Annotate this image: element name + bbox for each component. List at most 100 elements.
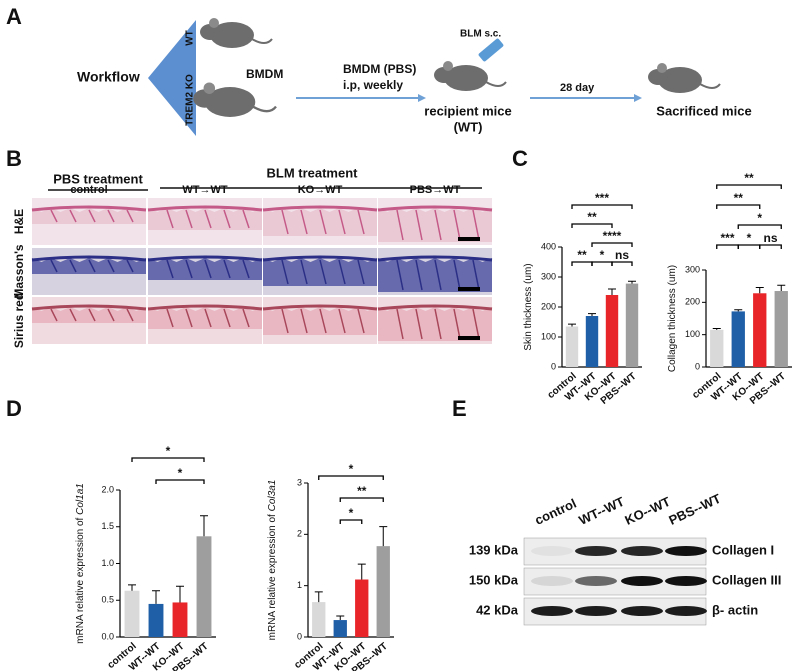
follicle xyxy=(50,308,58,322)
band xyxy=(665,606,707,616)
follicle xyxy=(166,259,174,279)
significance-bracket xyxy=(716,184,782,189)
error-bar xyxy=(200,515,208,537)
follicle xyxy=(107,259,115,273)
significance-bracket xyxy=(571,223,613,228)
error-bar xyxy=(588,313,596,316)
y-label-text: Collagen thickness (um) xyxy=(667,265,678,372)
significance-label: *** xyxy=(720,231,734,245)
significance-label: * xyxy=(600,248,605,262)
follicle xyxy=(50,209,58,223)
follicle xyxy=(185,308,193,328)
follicle xyxy=(185,209,193,229)
epidermis xyxy=(31,255,147,262)
follicle xyxy=(88,259,96,273)
significance-bracket xyxy=(339,497,384,502)
ko-label: TREM2 KO xyxy=(185,74,196,126)
follicle xyxy=(472,308,480,340)
follicle xyxy=(223,259,231,279)
follicle xyxy=(338,209,346,235)
significance-label: ns xyxy=(615,248,629,262)
y-tick-label: 1.0 xyxy=(101,558,114,568)
epidermis xyxy=(377,255,493,262)
epidermis xyxy=(262,304,378,311)
bar xyxy=(355,579,369,637)
follicle xyxy=(242,259,250,279)
follicle xyxy=(242,209,250,229)
follicle xyxy=(166,308,174,328)
band xyxy=(621,546,663,556)
follicle xyxy=(319,259,327,285)
follicle xyxy=(319,308,327,334)
mouse xyxy=(648,63,721,93)
mouse-body xyxy=(210,22,254,48)
follicle xyxy=(415,259,423,291)
significance-bracket xyxy=(131,457,205,462)
follicle xyxy=(338,259,346,285)
significance-bracket xyxy=(737,224,782,229)
significance-label: * xyxy=(349,506,354,520)
error-bar xyxy=(336,615,345,621)
band xyxy=(531,576,573,586)
mouse xyxy=(434,61,507,91)
follicle xyxy=(357,308,365,334)
mouse-head xyxy=(434,67,454,83)
y-label-text: mRNA relative expression of xyxy=(267,511,278,640)
error-bar xyxy=(628,280,636,284)
band xyxy=(575,576,617,586)
significance-label: **** xyxy=(603,229,622,243)
y-label-text: Skin thickness (um) xyxy=(523,263,534,350)
epidermis xyxy=(147,304,263,311)
bmdm-label: BMDM xyxy=(246,67,283,81)
error-bar xyxy=(314,591,323,603)
mouse-ear xyxy=(443,61,453,71)
follicle xyxy=(434,308,442,340)
follicle xyxy=(434,259,442,291)
mouse-body xyxy=(658,67,702,93)
panel-letter: E xyxy=(452,396,467,421)
days-label: 28 day xyxy=(560,82,595,94)
mouse-head xyxy=(193,89,217,108)
blm-treatment: BLM treatment xyxy=(266,165,358,180)
follicle xyxy=(453,308,461,340)
recipient-wt-label: (WT) xyxy=(454,119,483,134)
mouse-tail xyxy=(251,38,273,44)
epidermis xyxy=(262,205,378,212)
mouse-head xyxy=(200,24,220,40)
y-tick-label: 2.0 xyxy=(101,484,114,494)
bar xyxy=(731,311,745,367)
row-label: H&E xyxy=(12,209,26,234)
lane-label: WT--WT xyxy=(576,494,626,528)
bar xyxy=(333,620,347,637)
y-axis-label: mRNA relative expression of Col3a1 xyxy=(267,480,278,641)
y-tick-label: 2 xyxy=(297,529,302,539)
tissue xyxy=(378,208,492,242)
band xyxy=(575,606,617,616)
significance-bracket xyxy=(716,244,739,249)
follicle xyxy=(166,209,174,229)
kda-label: 150 kDa xyxy=(469,572,519,587)
follicle xyxy=(242,308,250,328)
bar xyxy=(710,329,724,367)
y-label-text: mRNA relative expression of xyxy=(75,515,86,644)
follicle xyxy=(107,209,115,223)
epidermis xyxy=(262,255,378,262)
tissue xyxy=(378,258,492,292)
significance-label: ** xyxy=(734,191,744,205)
follicle xyxy=(357,209,365,235)
significance-bracket xyxy=(318,475,384,480)
y-axis-label: Collagen thickness (um) xyxy=(667,265,678,372)
bar xyxy=(565,326,579,367)
arrow-head xyxy=(418,94,426,102)
lane-label: PBS--WT xyxy=(666,491,723,528)
band xyxy=(531,546,573,556)
wt-label: WT xyxy=(185,30,196,46)
follicle xyxy=(300,209,308,235)
follicle xyxy=(300,259,308,285)
y-tick-label: 3 xyxy=(297,477,302,487)
tissue xyxy=(378,307,492,341)
workflow-triangle xyxy=(148,20,196,136)
y-tick-label: 200 xyxy=(541,301,556,311)
epidermis xyxy=(377,304,493,311)
